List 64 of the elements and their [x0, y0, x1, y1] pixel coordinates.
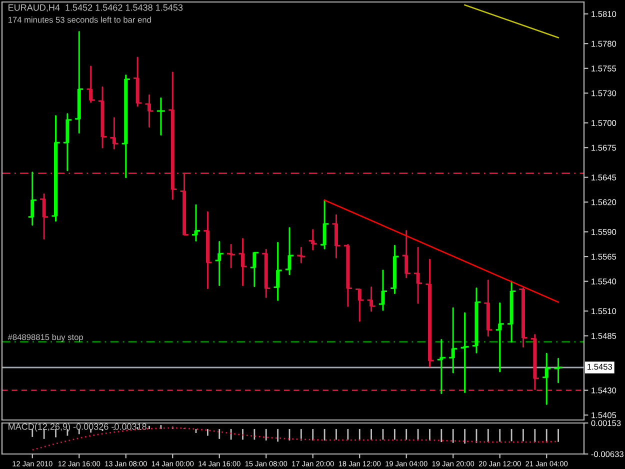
- y-tick-label: 1.5700: [592, 120, 616, 126]
- candlestick: [390, 244, 399, 294]
- chart-title: MACD(12,26,9) -0.00326 -0.00318: [8, 423, 146, 432]
- candlestick: [40, 193, 48, 240]
- y-tick-label: 1.5675: [592, 144, 616, 151]
- candlestick: [472, 287, 481, 354]
- candlestick: [414, 246, 422, 304]
- candlestick: [367, 286, 376, 312]
- candlestick: [320, 199, 329, 250]
- y-tick-label: 0.00153: [591, 420, 621, 426]
- ref-line-label: #84898815 buy stop: [8, 334, 83, 342]
- candlestick: [426, 258, 434, 368]
- y-tick-label: 1.5730: [592, 90, 616, 96]
- candlestick: [145, 94, 154, 128]
- candlestick: [262, 248, 270, 298]
- candlestick: [285, 227, 294, 276]
- y-tick-label: 1.5620: [592, 199, 616, 206]
- candlestick: [344, 244, 352, 307]
- candlestick: [332, 214, 340, 258]
- y-tick-label: 1.5780: [592, 40, 616, 47]
- candlestick: [449, 307, 458, 374]
- candlestick: [110, 117, 118, 150]
- y-tick-label: -0.00633: [591, 451, 624, 458]
- candlestick: [75, 30, 84, 134]
- candlestick: [554, 358, 562, 384]
- ref-line-label: 1.5453: [588, 364, 612, 370]
- candlestick: [98, 86, 107, 148]
- candlestick: [460, 312, 469, 394]
- candlestick: [192, 204, 200, 242]
- candlestick: [356, 288, 364, 322]
- candlestick: [402, 230, 410, 278]
- candlestick: [238, 238, 247, 286]
- y-tick-label: 1.5405: [592, 412, 616, 418]
- candlestick: [204, 211, 212, 290]
- candlestick: [496, 302, 504, 372]
- candlestick: [250, 252, 258, 288]
- candlestick: [542, 352, 551, 405]
- y-tick-label: 1.5755: [592, 66, 616, 72]
- candlestick: [52, 115, 60, 222]
- y-tick-label: 1.5540: [592, 278, 616, 284]
- y-tick-label: 1.5565: [592, 254, 616, 260]
- candlestick: [308, 229, 317, 250]
- candlestick: [519, 287, 528, 348]
- y-tick-label: 1.5485: [592, 333, 616, 339]
- text: 174 minutes 53 seconds left to bar end: [8, 16, 151, 23]
- candlestick: [28, 172, 36, 226]
- y-tick-label: 1.5590: [592, 229, 616, 235]
- candlestick: [134, 56, 142, 107]
- candlestick: [274, 242, 282, 301]
- candlestick: [63, 113, 72, 172]
- candlestick: [437, 339, 446, 394]
- candlestick: [227, 244, 236, 268]
- y-tick-label: 1.5810: [592, 11, 616, 17]
- candlestick: [297, 246, 306, 264]
- y-tick-label: 1.5510: [592, 308, 616, 314]
- candlestick: [484, 280, 492, 337]
- candlestick: [378, 270, 388, 311]
- candlestick: [122, 74, 130, 178]
- candlestick: [508, 280, 516, 343]
- candlestick: [215, 240, 224, 286]
- candlestick: [86, 66, 95, 103]
- y-tick-label: 1.5645: [592, 174, 616, 180]
- chart-title: EURAUD,H4 1.5452 1.5462 1.5438 1.5453: [8, 4, 183, 12]
- y-tick-label: 1.5430: [592, 387, 616, 394]
